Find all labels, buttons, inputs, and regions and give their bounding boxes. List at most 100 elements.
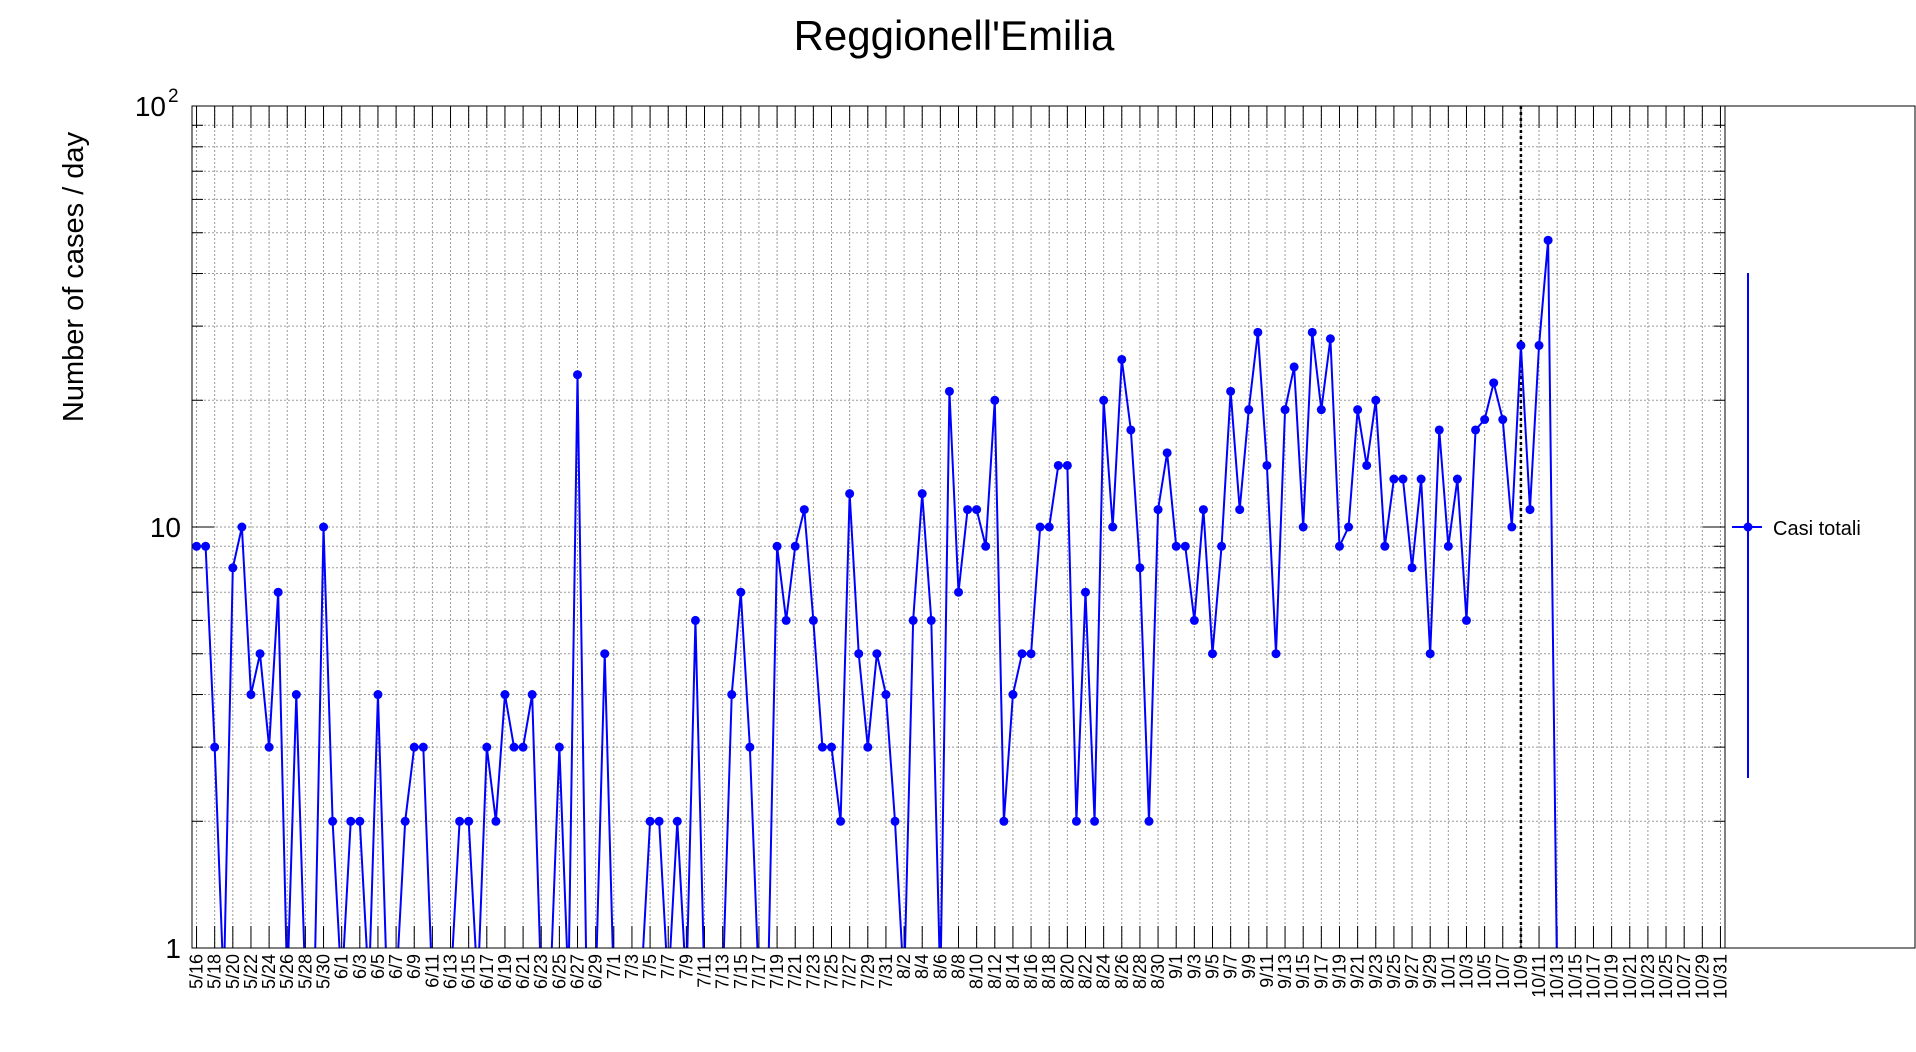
- data-point: [836, 816, 846, 826]
- data-point: [1008, 690, 1018, 700]
- y-tick-label-100: 10: [135, 91, 166, 122]
- data-point: [482, 742, 492, 752]
- x-tick-label: 5/26: [277, 954, 297, 989]
- x-tick-label: 8/20: [1057, 954, 1077, 989]
- y-axis-title: Number of cases / day: [58, 131, 90, 422]
- data-point: [409, 742, 419, 752]
- data-point: [328, 816, 338, 826]
- x-tick-label: 8/12: [985, 954, 1005, 989]
- data-point: [273, 587, 283, 597]
- x-tick-label: 7/5: [640, 954, 660, 979]
- data-point: [291, 690, 301, 700]
- data-point: [972, 505, 982, 515]
- x-tick-label: 8/30: [1148, 954, 1168, 989]
- data-point: [1153, 505, 1163, 515]
- data-point: [827, 742, 837, 752]
- data-point: [999, 816, 1009, 826]
- x-tick-label: 7/21: [785, 954, 805, 989]
- x-tick-label: 10/7: [1493, 954, 1513, 989]
- data-point: [1489, 378, 1499, 388]
- x-tick-label: 10/29: [1692, 954, 1712, 999]
- data-point: [1280, 405, 1290, 415]
- data-point: [1171, 541, 1181, 551]
- data-point: [1298, 522, 1308, 532]
- data-point: [654, 816, 664, 826]
- x-tick-label: 5/24: [259, 954, 279, 989]
- data-point: [1035, 522, 1045, 532]
- x-tick-label: 6/9: [404, 954, 424, 979]
- x-tick-label: 7/19: [767, 954, 787, 989]
- x-tick-label: 10/27: [1674, 954, 1694, 999]
- data-point: [1389, 474, 1399, 484]
- data-point: [255, 649, 265, 659]
- data-point: [1271, 649, 1281, 659]
- x-tick-label: 7/17: [749, 954, 769, 989]
- data-point: [1525, 505, 1535, 515]
- x-tick-label: 7/27: [840, 954, 860, 989]
- data-point: [808, 615, 818, 625]
- legend: Casi totali: [1724, 105, 1916, 949]
- data-point: [1371, 395, 1381, 405]
- data-point: [1044, 522, 1054, 532]
- data-point: [400, 816, 410, 826]
- data-point: [1362, 460, 1372, 470]
- x-tick-label: 9/11: [1257, 954, 1277, 988]
- data-point: [1443, 541, 1453, 551]
- data-point: [1325, 334, 1335, 344]
- data-point: [817, 742, 827, 752]
- data-point: [210, 742, 220, 752]
- x-tick-labels: 5/165/185/205/225/245/265/285/306/16/36/…: [187, 954, 1731, 999]
- x-tick-label: 7/1: [604, 954, 624, 979]
- data-point: [1289, 362, 1299, 372]
- data-point: [772, 541, 782, 551]
- x-tick-label: 5/16: [187, 954, 207, 989]
- x-tick-label: 7/31: [876, 954, 896, 989]
- x-tick-label: 10/11: [1529, 954, 1549, 998]
- x-tick-label: 10/15: [1565, 954, 1585, 999]
- x-tick-label: 9/23: [1366, 954, 1386, 989]
- data-point: [863, 742, 873, 752]
- x-tick-label: 5/30: [314, 954, 334, 989]
- data-point: [201, 541, 211, 551]
- data-point: [600, 649, 610, 659]
- data-point: [1452, 474, 1462, 484]
- data-point: [1307, 327, 1317, 337]
- x-tick-label: 9/19: [1329, 954, 1349, 989]
- data-point: [1207, 649, 1217, 659]
- x-tick-label: 7/11: [695, 954, 715, 988]
- x-tick-label: 6/1: [332, 954, 352, 979]
- x-tick-label: 6/23: [531, 954, 551, 989]
- x-tick-label: 7/13: [713, 954, 733, 989]
- data-point: [917, 489, 927, 499]
- data-point: [264, 742, 274, 752]
- x-tick-label: 9/25: [1384, 954, 1404, 989]
- x-tick-label: 9/29: [1420, 954, 1440, 989]
- x-tick-label: 7/25: [822, 954, 842, 989]
- data-point: [527, 690, 537, 700]
- data-point: [1180, 541, 1190, 551]
- x-tick-label: 6/5: [368, 954, 388, 979]
- data-point: [645, 816, 655, 826]
- x-tick-label: 10/19: [1602, 954, 1622, 999]
- legend-label: Casi totali: [1773, 518, 1861, 540]
- data-point: [1416, 474, 1426, 484]
- x-tick-label: 8/22: [1075, 954, 1095, 989]
- data-point: [1117, 354, 1127, 364]
- x-tick-label: 6/25: [549, 954, 569, 989]
- data-point: [1344, 522, 1354, 532]
- data-point: [790, 541, 800, 551]
- x-tick-label: 7/9: [676, 954, 696, 979]
- data-point: [491, 816, 501, 826]
- x-tick-label: 8/26: [1112, 954, 1132, 989]
- data-point: [1480, 415, 1490, 425]
- data-point: [926, 615, 936, 625]
- x-tick-label: 6/7: [386, 954, 406, 979]
- data-point: [1461, 615, 1471, 625]
- data-point: [1398, 474, 1408, 484]
- data-point: [845, 489, 855, 499]
- data-point: [355, 816, 365, 826]
- x-tick-label: 5/18: [205, 954, 225, 989]
- data-point: [1516, 340, 1526, 350]
- data-point: [1090, 816, 1100, 826]
